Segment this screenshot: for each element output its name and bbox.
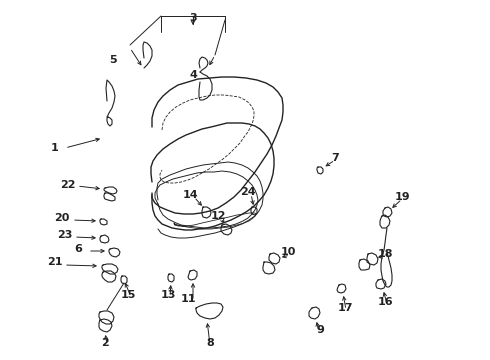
Text: 3: 3 [189,13,197,23]
Text: 17: 17 [337,303,353,313]
Text: 2: 2 [101,338,109,348]
Text: 1: 1 [51,143,59,153]
Text: 4: 4 [189,70,197,80]
Text: 24: 24 [240,187,256,197]
Text: 23: 23 [57,230,73,240]
Text: 10: 10 [280,247,295,257]
Text: 18: 18 [377,249,393,259]
Text: 13: 13 [160,290,176,300]
Text: 14: 14 [182,190,198,200]
Text: 16: 16 [377,297,393,307]
Text: 11: 11 [180,294,196,304]
Text: 22: 22 [60,180,76,190]
Text: 19: 19 [394,192,410,202]
Text: 21: 21 [47,257,63,267]
Text: 15: 15 [121,290,136,300]
Text: 20: 20 [54,213,70,223]
Text: 7: 7 [331,153,339,163]
Text: 8: 8 [206,338,214,348]
Text: 6: 6 [74,244,82,254]
Text: 9: 9 [316,325,324,335]
Text: 5: 5 [109,55,117,65]
Text: 12: 12 [210,211,226,221]
